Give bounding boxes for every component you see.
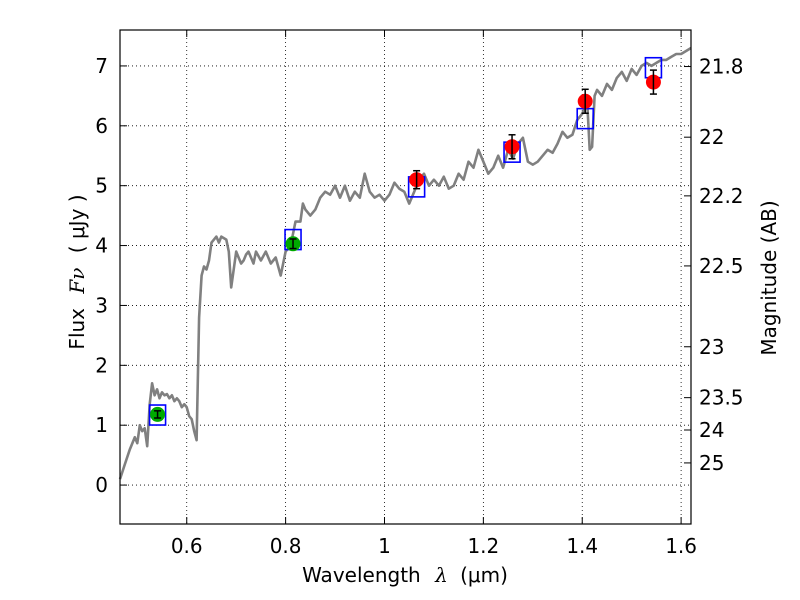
y2-tick-label: 22.5 bbox=[699, 254, 744, 278]
sed-series bbox=[118, 46, 692, 480]
y2-tick-label: 23 bbox=[699, 335, 724, 359]
y-axis-label-unit: ( μJy ) bbox=[65, 194, 89, 253]
y-tick-label: 1 bbox=[95, 413, 108, 437]
y-tick-label: 0 bbox=[95, 473, 108, 497]
x-tick-label: 0.8 bbox=[270, 534, 302, 558]
y-tick-label: 4 bbox=[95, 234, 108, 258]
y2-axis-label: Magnitude (AB) bbox=[757, 200, 781, 355]
y2-tick-label: 23.5 bbox=[699, 386, 744, 410]
y-tick-label: 3 bbox=[95, 293, 108, 317]
x-axis-label-unit: (μm) bbox=[460, 563, 508, 587]
model-box bbox=[148, 404, 167, 426]
x-axis-label-prefix: Wavelength bbox=[302, 563, 421, 587]
x-axis-label-symbol: λ bbox=[434, 563, 448, 587]
x-tick-label: 0.6 bbox=[171, 534, 203, 558]
grid-lines bbox=[120, 30, 691, 524]
x-tick-label: 1 bbox=[378, 534, 391, 558]
y2-tick-label: 21.8 bbox=[699, 55, 744, 79]
x-tick-label: 1.6 bbox=[665, 534, 697, 558]
y-axis-label-prefix: Flux bbox=[65, 308, 89, 350]
observed-points bbox=[150, 69, 661, 422]
y-tick-label: 2 bbox=[95, 353, 108, 377]
x-tick-label: 1.4 bbox=[566, 534, 598, 558]
y2-tick-label: 22 bbox=[699, 125, 724, 149]
y2-tick-label: 24 bbox=[699, 418, 724, 442]
y-axis-label-symbol: Fν bbox=[65, 268, 89, 295]
y2-tick-label: 22.2 bbox=[699, 184, 744, 208]
y-tick-label: 7 bbox=[95, 54, 108, 78]
y-tick-label: 5 bbox=[95, 174, 108, 198]
y2-tick-label: 25 bbox=[699, 451, 724, 475]
x-tick-label: 1.2 bbox=[467, 534, 499, 558]
sed-line bbox=[118, 46, 692, 480]
y-axis-label: Flux Fν ( μJy ) bbox=[65, 194, 89, 349]
plot-frame bbox=[119, 29, 692, 525]
x-axis-label: Wavelength λ (μm) bbox=[302, 563, 508, 587]
y-tick-label: 6 bbox=[95, 114, 108, 138]
